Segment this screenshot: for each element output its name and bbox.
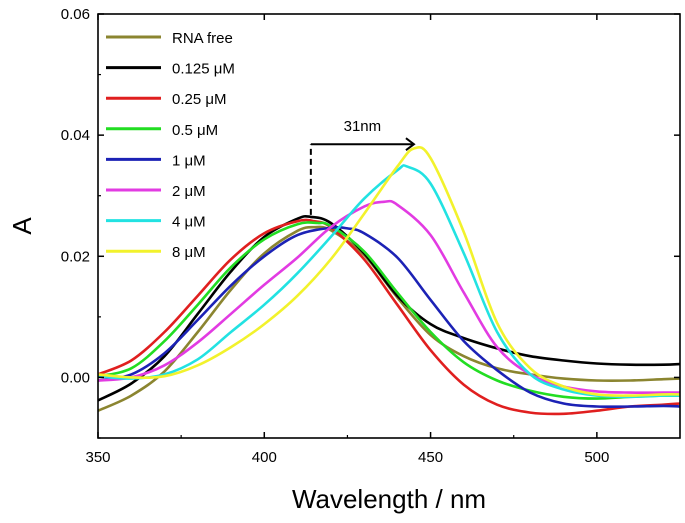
- legend: RNA free 0.125 μM 0.25 μM 0.5 μM 1 μM 2 μM 4 μ…: [106, 30, 235, 261]
- legend-label: 0.25 μM: [172, 91, 227, 108]
- y-tick-label: 0.02: [61, 248, 90, 265]
- y-axis-title: A: [7, 217, 37, 235]
- x-tick-label: 500: [584, 449, 609, 466]
- series-line-1: [98, 214, 680, 402]
- series-line-2: [98, 218, 680, 416]
- axes: 350 400 450 500 0.00 0.02 0.04 0.06: [61, 6, 681, 466]
- y-tick-label: 0.00: [61, 369, 90, 386]
- y-tick-label: 0.06: [61, 6, 90, 23]
- series-line-6: [98, 164, 680, 399]
- x-tick-label: 350: [85, 449, 110, 466]
- legend-label: 8 μM: [172, 244, 206, 261]
- plot-frame: [97, 13, 681, 439]
- annotation-arrowhead: [405, 137, 416, 152]
- legend-label: 0.125 μM: [172, 61, 235, 78]
- series-line-7: [98, 145, 680, 397]
- legend-label: 2 μM: [172, 183, 206, 200]
- x-tick-label: 400: [252, 449, 277, 466]
- series-line-5: [98, 199, 680, 394]
- y-tick-label: 0.04: [61, 127, 90, 144]
- series-line-3: [98, 221, 680, 400]
- plot-lines: [98, 145, 680, 416]
- legend-label: 1 μM: [172, 152, 206, 169]
- series-line-4: [98, 225, 680, 409]
- legend-label: RNA free: [172, 30, 233, 47]
- x-axis-title: Wavelength / nm: [292, 484, 486, 514]
- x-tick-label: 450: [418, 449, 443, 466]
- annotation-label: 31nm: [344, 118, 382, 135]
- legend-label: 4 μM: [172, 214, 206, 231]
- annotation: 31nm: [309, 118, 416, 215]
- legend-label: 0.5 μM: [172, 122, 218, 139]
